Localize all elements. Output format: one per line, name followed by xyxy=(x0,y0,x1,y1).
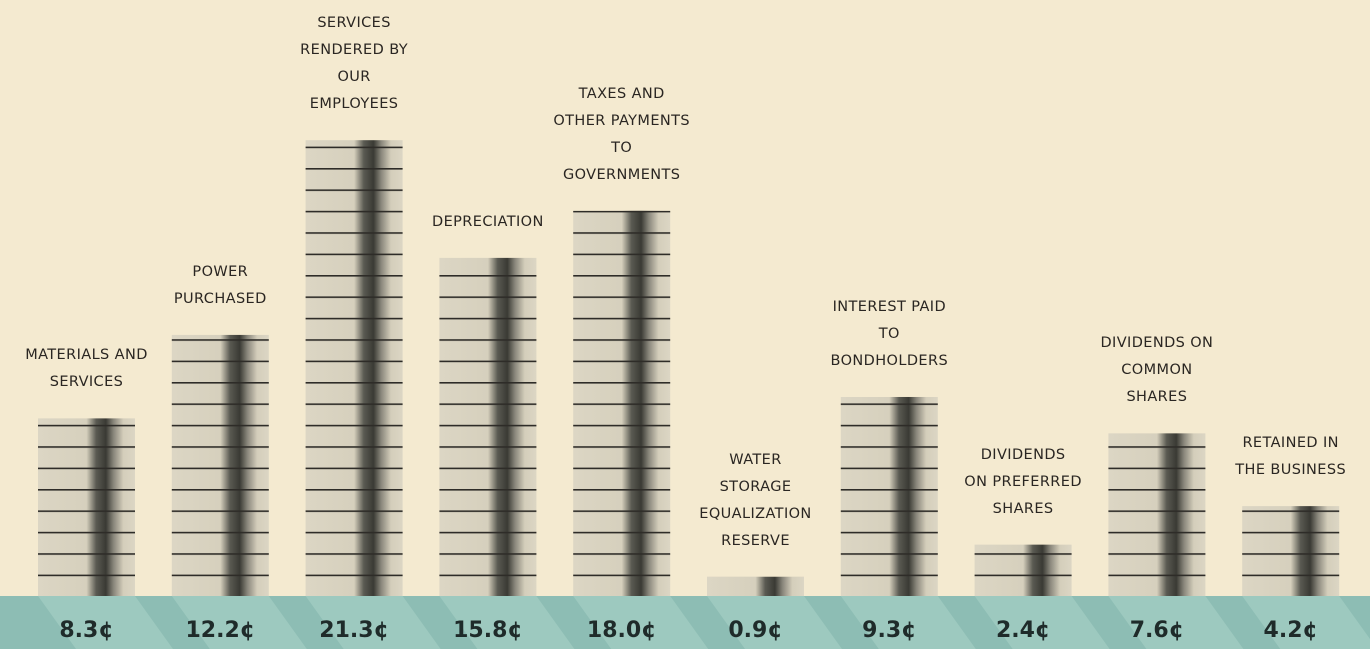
category-label: DIVIDENDS ON COMMON SHARES xyxy=(1100,335,1214,406)
value-label: 18.0¢ xyxy=(587,618,657,643)
base-shadow xyxy=(305,596,441,649)
base-shadow xyxy=(707,596,842,649)
value-label: 0.9¢ xyxy=(728,618,782,643)
base-shadow xyxy=(171,596,307,649)
coin-lines xyxy=(38,418,135,596)
base-shadow xyxy=(840,596,976,649)
category-label: DEPRECIATION xyxy=(432,213,544,230)
coin-lines xyxy=(573,210,671,597)
category-label: INTEREST PAID TO BONDHOLDERS xyxy=(830,298,949,369)
category-label: RETAINED IN THE BUSINESS xyxy=(1235,435,1347,479)
coin-lines xyxy=(305,140,403,596)
value-label: 4.2¢ xyxy=(1264,618,1318,643)
value-label: 15.8¢ xyxy=(453,618,523,643)
coin-lines xyxy=(439,257,537,596)
value-label: 2.4¢ xyxy=(996,618,1050,643)
value-label: 7.6¢ xyxy=(1130,618,1184,643)
category-label: SERVICES RENDERED BY OUR EMPLOYEES xyxy=(300,15,409,113)
value-label: 21.3¢ xyxy=(319,618,389,643)
value-label: 9.3¢ xyxy=(862,618,916,643)
category-label: WATER STORAGE EQUALIZATION RESERVE xyxy=(699,451,812,549)
base-shadow xyxy=(1108,596,1244,649)
category-label: TAXES AND OTHER PAYMENTS TO GOVERNMENTS xyxy=(553,85,691,183)
coin-lines xyxy=(840,396,938,596)
coin-lines xyxy=(974,544,1072,596)
category-label: DIVIDENDS ON PREFERRED SHARES xyxy=(964,446,1082,517)
base-shadow xyxy=(573,596,709,649)
base-shadow xyxy=(38,596,173,649)
base-shadow xyxy=(1242,596,1370,649)
value-label: 12.2¢ xyxy=(186,618,256,643)
category-label: POWER PURCHASED xyxy=(173,263,267,307)
coin-lines xyxy=(171,334,269,596)
coin-lines xyxy=(1108,433,1206,596)
base-shadow xyxy=(974,596,1110,649)
base-shadow xyxy=(439,596,575,649)
value-label: 8.3¢ xyxy=(59,618,113,643)
coin-lines xyxy=(707,576,804,596)
category-label: MATERIALS AND SERVICES xyxy=(25,347,148,391)
coin-lines xyxy=(1242,506,1340,596)
